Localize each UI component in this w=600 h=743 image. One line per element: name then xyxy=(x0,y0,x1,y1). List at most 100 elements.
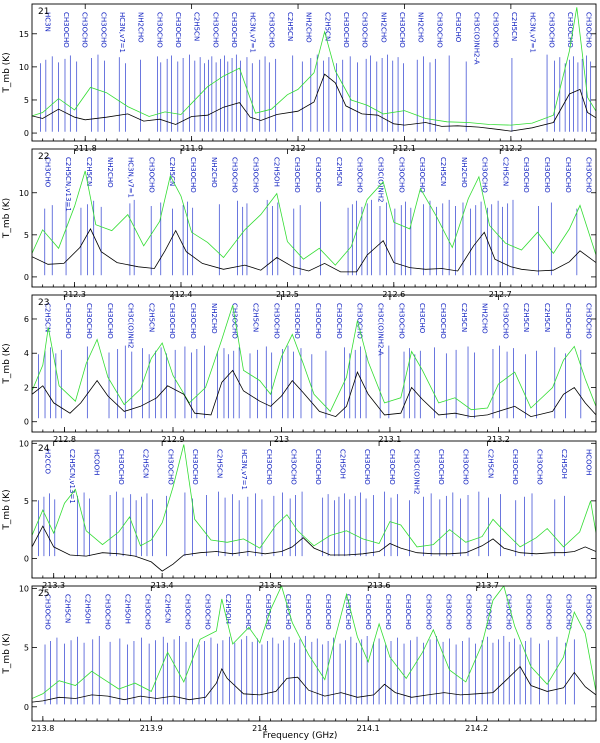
line-label: CH3OCHO xyxy=(166,449,174,485)
line-label: C2H5CN xyxy=(510,12,518,41)
line-label: CH3OCHO xyxy=(356,303,364,339)
line-label: C2H5CN xyxy=(216,449,224,478)
line-label: C2H5OH xyxy=(560,449,568,479)
line-label: CH3OCHO xyxy=(462,449,470,485)
panel-23: C2H5CN CH3OCHO CH3OCHO CH3OCHO CH3C(O)NH2 C2H… xyxy=(2,294,597,444)
line-label: CH3OCHO xyxy=(43,594,51,630)
line-label: HC3N,v7=1 xyxy=(249,12,257,53)
line-label: CH3OCHO xyxy=(585,157,593,193)
line-label: CH3C(O)NH2 xyxy=(376,157,384,202)
line-label: C2H5CN xyxy=(147,303,155,332)
y-tick-label: 0 xyxy=(24,129,29,138)
y-tick-label: 15 xyxy=(19,30,29,39)
line-label: CH3OCHO xyxy=(231,157,239,193)
line-label: HC3N xyxy=(43,12,51,32)
x-tick-label: 212.2 xyxy=(499,144,522,153)
line-label: CH3OCHO xyxy=(397,303,405,339)
line-label: CH3OCHO xyxy=(439,303,447,339)
line-label: CH3C(O)NH2-A xyxy=(376,303,384,356)
line-label: CH3OCHO xyxy=(284,594,292,630)
line-label: C2H5CN xyxy=(543,303,551,332)
panel-plot-area: CH3CHO C2H5CN,v13=1 C2H5CN NH2CHO HC3N,v7=1 C… xyxy=(32,157,596,276)
observed-spectrum xyxy=(32,665,596,703)
line-label: HC3N,v7=1 xyxy=(529,12,537,53)
line-label: C2H5CN,v13=1 xyxy=(68,449,76,504)
panel-24: H2CCO C2H5CN,v13=1 HCOOH CH3OCHO C2H5CN CH3OC… xyxy=(2,439,597,590)
line-label: CH3OCHO xyxy=(356,157,364,193)
model-spectrum xyxy=(32,305,596,413)
line-label: CH3OCHO xyxy=(384,594,392,630)
line-label: CH3OCHO xyxy=(81,12,89,48)
line-label: CH3C(O)NH2 xyxy=(412,449,420,494)
x-tick-label: 213 xyxy=(274,435,289,444)
panel-plot-area: C2H5CN CH3OCHO CH3OCHO CH3OCHO CH3C(O)NH2 C2H… xyxy=(32,303,596,419)
line-label: CH3OCHO xyxy=(184,594,192,630)
line-label: CH3OCHO xyxy=(342,12,350,48)
line-label: CH3OCHO xyxy=(62,12,70,48)
line-label: CH3OCHO xyxy=(191,449,199,485)
panel-frame xyxy=(31,294,597,433)
panels-group: HC3N CH3OCHO CH3OCHO CH3OCHO HC3N,v7=1 NH2CHO… xyxy=(2,3,597,733)
line-label: CH3OCHO xyxy=(189,157,197,193)
y-tick-label: 5 xyxy=(24,644,29,653)
line-label: C2H5CN,v13=1 xyxy=(64,157,72,212)
line-label: CH3OCHO xyxy=(168,303,176,339)
line-label: CH3OCHO xyxy=(388,449,396,485)
line-label: H2CCO xyxy=(43,449,51,474)
line-label: C2H5CN xyxy=(193,12,201,41)
observed-spectrum xyxy=(32,369,596,418)
line-label: C2H5CN xyxy=(85,157,93,186)
line-label: CH3OCHO xyxy=(265,449,273,485)
observed-spectrum xyxy=(32,228,596,273)
x-tick-label: 213.3 xyxy=(42,581,65,590)
line-label: CH3OCHO xyxy=(147,157,155,193)
line-label: CH3OCHO xyxy=(293,157,301,193)
line-label: CH3OCHO xyxy=(566,12,574,48)
line-label: CH3OCHO xyxy=(189,303,197,339)
line-label: CH3OCHO xyxy=(565,594,573,630)
line-label: HCOOH xyxy=(585,449,593,475)
x-tick-label: 213.7 xyxy=(476,581,499,590)
model-spectrum xyxy=(32,444,596,549)
line-label: CH3OCHO xyxy=(437,449,445,485)
panel-number: 21 xyxy=(38,7,49,17)
line-label: CH3OCHO xyxy=(535,449,543,485)
line-label: CH3OCHO xyxy=(398,12,406,48)
y-tick-label: 0 xyxy=(24,273,29,282)
x-tick-label: 212 xyxy=(290,144,305,153)
model-spectrum xyxy=(32,586,596,699)
line-label: CH3OCHO xyxy=(230,12,238,48)
line-label: C2H5CN xyxy=(501,157,509,186)
line-label: NH2CHO xyxy=(379,12,387,43)
line-label: CH3OCHO xyxy=(501,303,509,339)
panel-plot-area: HC3N CH3OCHO CH3OCHO CH3OCHO HC3N,v7=1 NH2CHO… xyxy=(32,7,596,132)
y-tick-label: 0 xyxy=(24,703,29,712)
x-tick-label: 213.4 xyxy=(151,581,174,590)
x-tick-label: 212.6 xyxy=(382,290,405,299)
line-label: NH2CHO xyxy=(460,157,468,188)
y-axis-label: T_mb (K) xyxy=(2,633,12,674)
line-label: CH3OCHO xyxy=(585,12,593,48)
x-tick-label: 212.1 xyxy=(393,144,416,153)
line-label: CH3OCHO xyxy=(344,594,352,630)
x-tick-label: 212.8 xyxy=(53,435,76,444)
line-label: C2H5CN xyxy=(43,303,51,332)
x-tick-label: 214 xyxy=(252,724,267,733)
line-label: C2H5OH xyxy=(83,594,91,624)
line-label: CH3OCHO xyxy=(324,594,332,630)
line-label: C2H5CN xyxy=(63,594,71,623)
x-tick-label: 212.4 xyxy=(170,290,193,299)
line-label: CH3OCHO xyxy=(491,12,499,48)
line-label: C2H5CN xyxy=(164,594,172,623)
line-label: CH3OCHO xyxy=(155,12,163,48)
panel-25: CH3OCHO C2H5CN C2H5OH CH3OCHO C2H5OH CH3OCHO C… xyxy=(2,584,597,733)
y-axis-label: T_mb (K) xyxy=(2,198,12,239)
line-label: CH3OCHO xyxy=(418,157,426,193)
line-label: C2H5CN xyxy=(142,449,150,478)
y-tick-label: 10 xyxy=(19,439,29,448)
y-tick-label: 5 xyxy=(24,497,29,506)
line-label: CH3OCHO xyxy=(174,12,182,48)
x-tick-label: 213.9 xyxy=(140,724,163,733)
y-tick-label: 10 xyxy=(19,189,29,198)
x-tick-label: 211.9 xyxy=(180,144,203,153)
